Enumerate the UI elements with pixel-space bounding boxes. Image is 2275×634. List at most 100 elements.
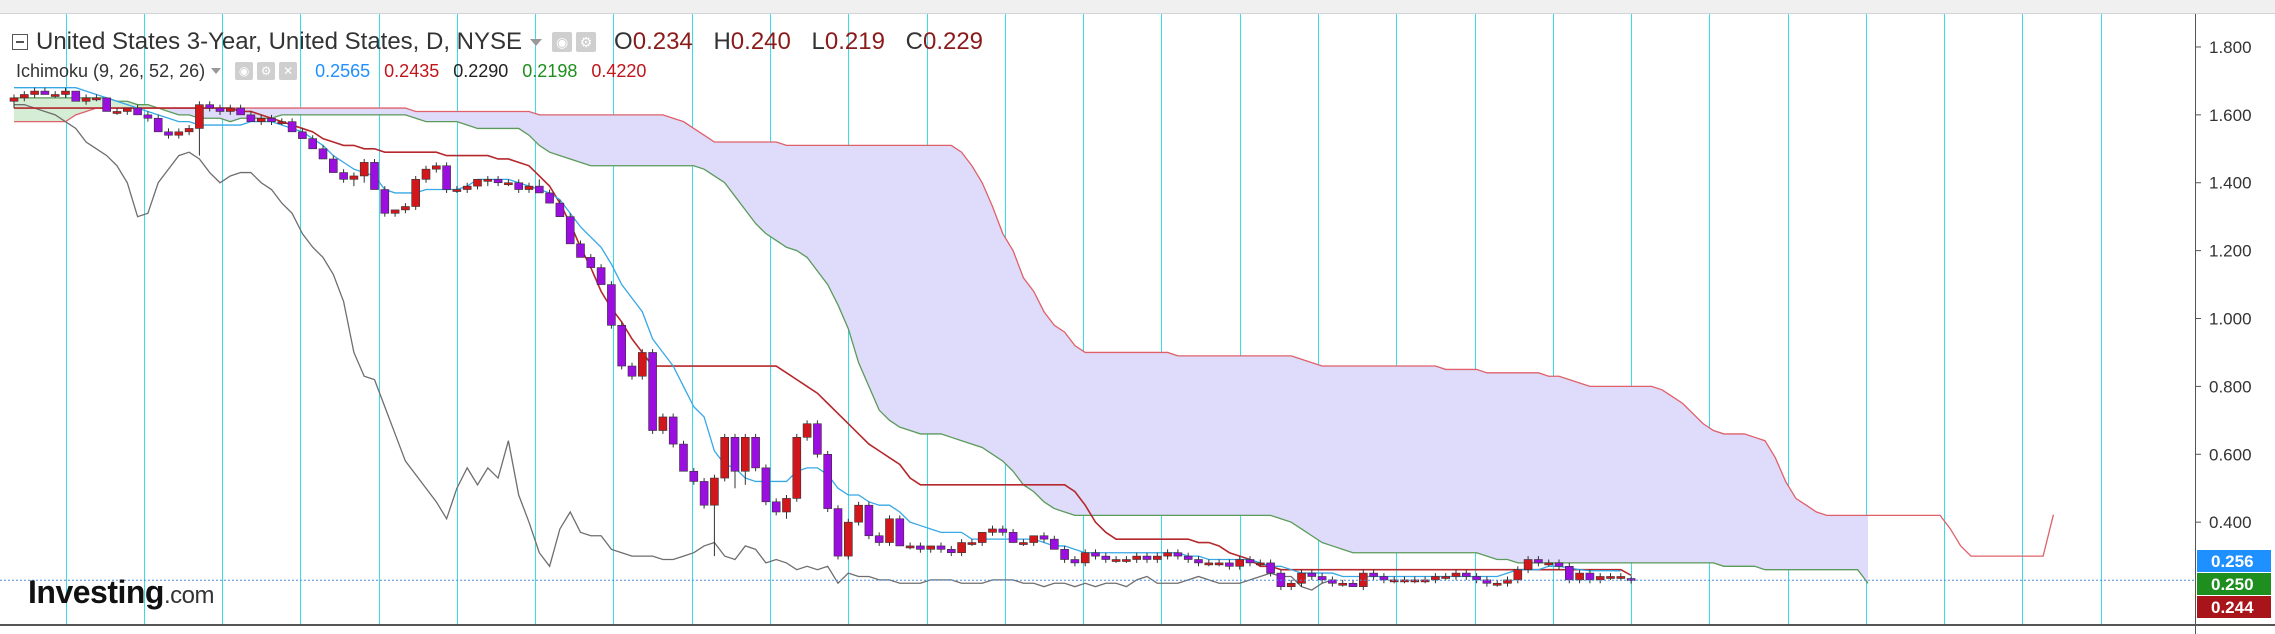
candle-bearish	[71, 90, 81, 102]
candle-bearish	[596, 267, 606, 285]
candle-bearish	[1369, 572, 1378, 577]
ohlc-low-key: L	[811, 28, 825, 55]
candle-bearish	[1565, 565, 1574, 581]
candle-bullish	[1492, 582, 1502, 586]
y-axis-tick-label: 0.800	[2209, 377, 2252, 396]
candle-bearish	[1482, 579, 1492, 584]
candle-bearish	[339, 172, 348, 180]
chevron-down-icon[interactable]	[530, 38, 543, 46]
candle-bullish	[1338, 582, 1347, 586]
candle-bearish	[771, 501, 781, 513]
top-toolbar-strip	[0, 0, 2275, 14]
y-axis-tick-label: 1.000	[2209, 310, 2252, 329]
candle-bearish	[267, 117, 276, 122]
candle-bearish	[246, 114, 256, 122]
indicator-value-kijun: 0.2435	[384, 60, 440, 81]
eye-icon[interactable]: ◉	[235, 62, 254, 80]
candle-bullish	[740, 437, 750, 472]
indicator-value-tenkan: 0.2565	[315, 60, 371, 81]
candle-bullish	[926, 545, 936, 550]
gear-icon[interactable]: ⚙	[257, 62, 276, 80]
candle-bearish	[916, 545, 925, 550]
candle-bullish	[473, 179, 482, 187]
collapse-icon[interactable]	[12, 34, 28, 50]
candle-bearish	[318, 148, 328, 160]
candle-bearish	[1070, 559, 1080, 564]
candle-bearish	[1472, 576, 1481, 581]
candle-bearish	[153, 117, 163, 133]
candle-bearish	[1307, 572, 1317, 577]
candle-bullish	[843, 521, 853, 557]
candle-bearish	[493, 179, 503, 184]
candle-bearish	[699, 481, 709, 506]
candle-bullish	[957, 542, 966, 554]
eye-icon[interactable]: ◉	[552, 32, 573, 52]
candle-bullish	[1359, 572, 1368, 587]
indicator-value-chikou: 0.2290	[453, 60, 509, 81]
ohlc-close-key: C	[905, 28, 923, 55]
candle-bearish	[813, 423, 822, 455]
candle-bullish	[1204, 562, 1214, 566]
candle-bearish	[1194, 559, 1203, 564]
candle-bearish	[205, 104, 214, 109]
y-axis-tick-label: 1.800	[2209, 38, 2252, 57]
candle-bullish	[359, 162, 369, 177]
candle-bullish	[1080, 552, 1090, 564]
candle-bearish	[679, 443, 688, 472]
candle-bullish	[50, 94, 60, 97]
candle-bearish	[751, 437, 760, 469]
y-axis-tick-label: 1.600	[2209, 106, 2252, 125]
candle-bearish	[143, 114, 153, 119]
close-icon[interactable]: ✕	[279, 62, 298, 80]
candle-bearish	[1008, 532, 1018, 543]
candle-bearish	[648, 352, 657, 431]
candle-bullish	[1153, 555, 1162, 560]
candle-bullish	[524, 185, 534, 190]
indicator-name: Ichimoku (9, 26, 52, 26)	[16, 60, 206, 81]
candle-bullish	[1122, 559, 1131, 562]
candle-bearish	[236, 107, 245, 116]
candle-bullish	[123, 107, 132, 112]
candle-bullish	[483, 179, 493, 182]
chart-header: United States 3-Year, United States, D, …	[12, 22, 997, 62]
cloud-bearish-area	[168, 108, 1868, 584]
candle-bullish	[1410, 579, 1420, 583]
candle-bullish	[30, 90, 39, 95]
ohlc-low-value: 0.219	[824, 28, 885, 55]
candle-bearish	[864, 504, 874, 537]
candle-bullish	[988, 528, 997, 533]
candle-bullish	[1111, 559, 1121, 562]
candle-bearish	[514, 182, 524, 190]
candle-bullish	[1523, 559, 1533, 570]
candle-bullish	[977, 532, 987, 543]
candle-bullish	[792, 437, 802, 499]
candle-bullish	[885, 518, 894, 543]
candle-bullish	[431, 165, 441, 170]
candle-bullish	[1256, 562, 1265, 566]
candle-bullish	[452, 189, 462, 192]
candle-bearish	[607, 284, 616, 326]
candle-bearish	[586, 257, 596, 268]
candle-bearish	[936, 545, 946, 550]
candle-bullish	[710, 477, 719, 506]
candle-bullish	[854, 504, 863, 523]
candle-bullish	[421, 168, 431, 180]
chevron-down-icon[interactable]	[211, 68, 222, 74]
candle-bullish	[1029, 535, 1038, 543]
candle-bearish	[668, 416, 678, 445]
candle-bullish	[462, 185, 472, 190]
candle-bearish	[1142, 555, 1152, 560]
gear-icon[interactable]: ⚙	[576, 32, 597, 52]
indicator-value-span-b: 0.4220	[591, 60, 647, 81]
ohlc-open-key: O	[614, 28, 633, 55]
candle-bearish	[1554, 562, 1564, 567]
candle-bearish	[1101, 555, 1111, 560]
candle-bearish	[617, 325, 627, 367]
candle-bearish	[576, 243, 585, 258]
candle-bullish	[1297, 572, 1306, 584]
brand-domain: .com	[163, 582, 215, 609]
candle-bullish	[720, 437, 730, 479]
candle-bearish	[1039, 535, 1049, 540]
